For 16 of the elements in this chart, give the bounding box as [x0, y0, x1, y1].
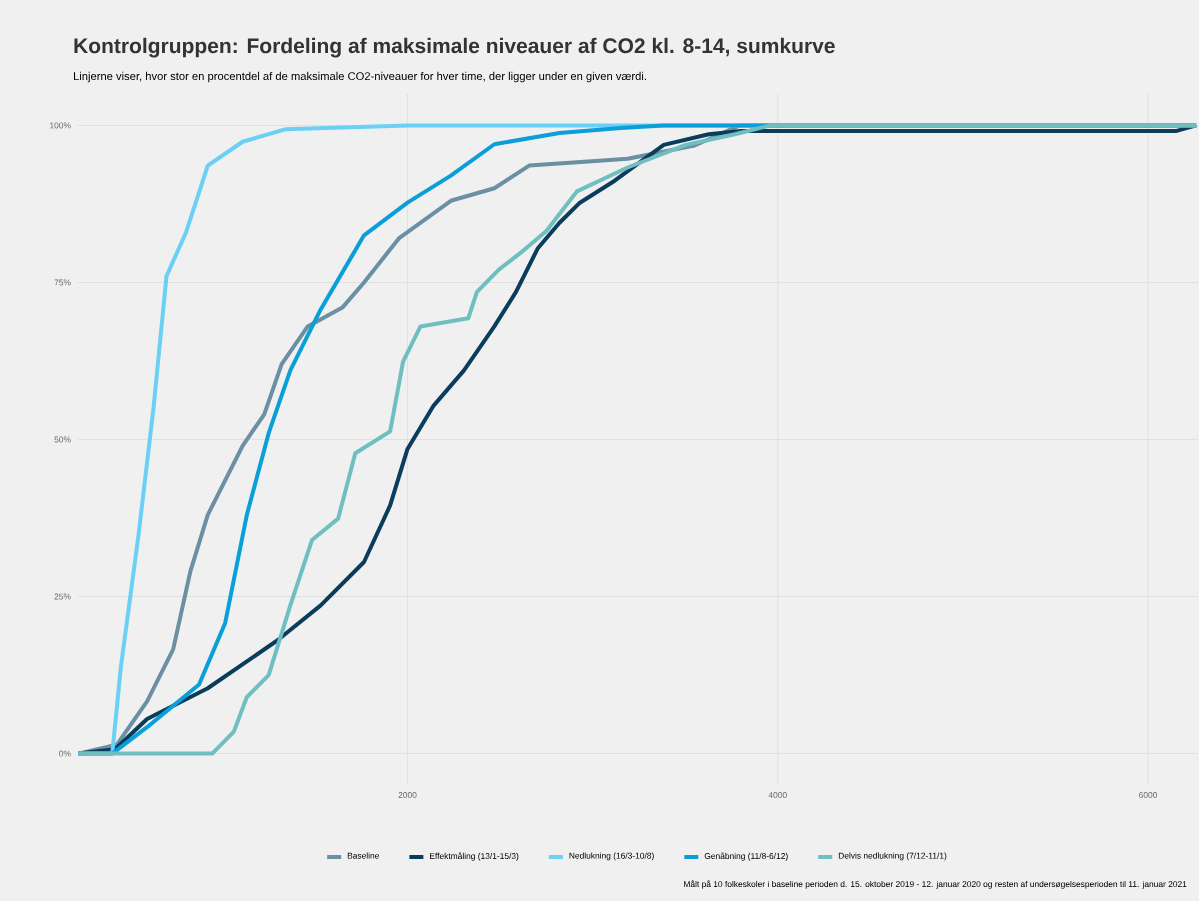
legend-label: Nedlukning (16/3-10/8) [569, 852, 654, 861]
legend-label: Genåbning (11/8-6/12) [704, 852, 788, 861]
x-tick-label: 4000 [768, 792, 787, 799]
y-tick-label: 25% [54, 593, 71, 600]
y-tick-label: 75% [54, 279, 71, 286]
chart-subtitle: Linjerne viser, hvor stor en procentdel af de maksimale CO2-niveauer for hver time, der ligger under en given værdi. [73, 71, 646, 83]
legend-label: Delvis nedlukning (7/12-11/1) [838, 852, 947, 861]
x-tick-label: 6000 [1139, 792, 1158, 799]
chart-title: Kontrolgruppen: Fordeling af maksimale niveauer af CO2 kl. 8-14, sumkurve [74, 37, 835, 58]
y-tick-label: 100% [50, 122, 71, 129]
text: Målt på 10 folkeskoler i baseline perioden d. 15. oktober 2019 - 12. januar 2020 og resten af undersøgelsesperioden til 11. januar 2021 [684, 880, 1187, 889]
legend-label: Baseline [347, 852, 379, 859]
legend-label: Effektmåling (13/1-15/3) [430, 852, 519, 861]
y-tick-label: 50% [54, 436, 71, 443]
y-tick-label: 0% [59, 750, 71, 757]
x-tick-label: 2000 [398, 792, 417, 799]
